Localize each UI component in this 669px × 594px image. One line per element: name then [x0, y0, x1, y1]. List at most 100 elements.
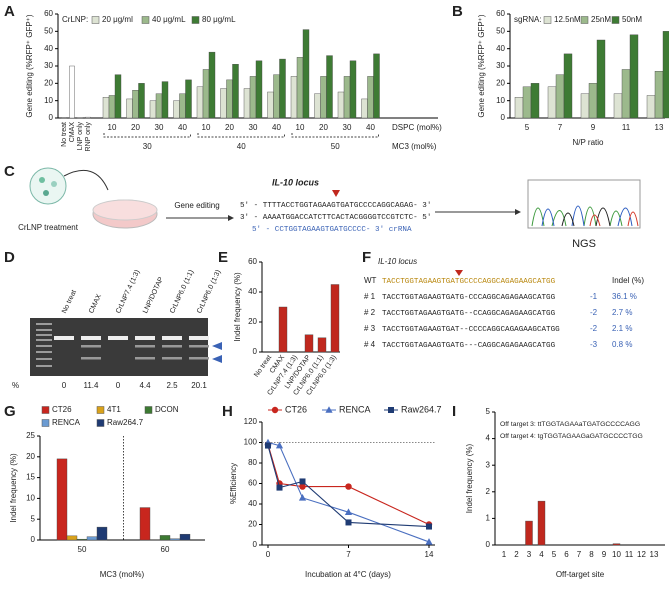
y-axis-label: Gene editing (%RFP⁺ GFP⁺)	[25, 14, 34, 117]
panel-label: C	[4, 163, 15, 180]
x-tick-label: 10	[612, 550, 621, 559]
bar	[522, 86, 532, 119]
bar	[612, 543, 621, 546]
x-tick-label: 11	[622, 123, 631, 132]
legend-label: 40 μg/mL	[152, 15, 186, 24]
sequence: TACCTGGTAGAAGTGATG--CCAGGCAGAGAAGCATGG	[382, 310, 556, 318]
bar	[290, 76, 298, 119]
indel-percent: 36.1 %	[612, 292, 637, 301]
table-title: IL-10 locus	[378, 257, 417, 266]
bar	[330, 284, 340, 353]
bar	[208, 51, 216, 119]
lane-label: CrLNP6.0 (1:3)	[196, 269, 222, 315]
x-tick-label: 20	[319, 123, 328, 132]
bar	[56, 458, 68, 541]
bar	[621, 69, 631, 119]
y-axis-label: Indel frequency (%)	[465, 443, 474, 513]
y-tick-label: 40	[44, 44, 53, 53]
y-tick-label: 80	[248, 458, 257, 467]
bar	[278, 306, 288, 353]
cut-band	[189, 357, 209, 360]
x-tick-label: 9	[602, 550, 607, 559]
legend-swatch	[141, 16, 150, 24]
x-tick-label: 9	[591, 123, 596, 132]
bar	[302, 29, 310, 119]
annotation: Off target 3: ttTGGTAGAAaTGATGCCCCAGG	[500, 421, 640, 428]
x-tick-label: No treat	[61, 122, 68, 147]
bar	[161, 81, 169, 119]
y-tick-label: 30	[44, 61, 53, 70]
bar	[85, 116, 91, 119]
y-tick-label: 0	[501, 113, 506, 122]
bar	[361, 98, 368, 119]
cut-band	[81, 357, 101, 360]
bar	[337, 91, 345, 119]
bar	[267, 91, 274, 119]
legend-label: CT26	[285, 404, 307, 414]
bar	[596, 39, 606, 119]
y-tick-label: 20	[496, 78, 505, 87]
legend-swatch	[96, 419, 105, 427]
sequence: TACCTGGTAGAAGTGATGCCCCAGGCAGAGAAGCATGG	[382, 278, 556, 286]
bar	[547, 86, 557, 119]
indel-size: -2	[590, 308, 598, 317]
legend-marker	[388, 407, 394, 413]
lnp-dot	[39, 177, 45, 183]
bar	[296, 57, 304, 119]
y-tick-label: 40	[248, 287, 257, 296]
band	[189, 336, 209, 340]
arrow	[63, 169, 109, 191]
x-tick-label: 20	[225, 123, 234, 132]
sequence: TACCTGGTAGAAGTGATG---CAGGCAGAGAAGCATGG	[382, 342, 556, 350]
peak	[589, 211, 639, 227]
peak	[531, 206, 623, 227]
band	[54, 336, 74, 340]
bar	[126, 98, 133, 119]
x-axis-label: N/P ratio	[573, 138, 605, 147]
crrna: 5' - CCTGGTAGAAGTGATGCCCC- 3' crRNA	[252, 226, 412, 234]
panel-label: H	[222, 403, 233, 420]
peak	[541, 205, 633, 227]
x-tick-label: 10	[202, 123, 211, 132]
legend-label: Raw264.7	[401, 404, 442, 414]
y-axis-label: Gene editing (%RFP⁺ GFP⁺)	[477, 14, 486, 117]
bar	[243, 88, 251, 119]
locus-title: IL-10 locus	[272, 177, 319, 187]
panel-label: E	[218, 249, 228, 266]
percent-label: 2.5	[166, 381, 178, 390]
y-tick-label: 4	[486, 434, 491, 443]
dish-top	[92, 199, 158, 221]
x-tick-label: 12	[637, 550, 646, 559]
legend-label: CT26	[52, 405, 72, 414]
marker	[265, 442, 271, 449]
legend-label: 4T1	[107, 405, 121, 414]
marker	[425, 538, 433, 545]
percent-label: 4.4	[139, 381, 151, 390]
x-tick-label: No treat	[253, 354, 273, 378]
sequence: 3' - AAAATGGACCATCTTCACTACGGGGTCCGTCTC- …	[240, 214, 431, 222]
row-label: # 1	[364, 292, 376, 301]
group-bracket	[197, 133, 285, 138]
table-header: Indel (%)	[612, 276, 644, 285]
marker	[299, 483, 306, 490]
legend-label: 25nM	[591, 15, 611, 24]
y-tick-label: 20	[248, 317, 257, 326]
cut-band	[162, 357, 182, 360]
row-label: # 3	[364, 324, 376, 333]
legend-label: RENCA	[52, 418, 81, 427]
group-label: 50	[331, 142, 340, 151]
peak	[561, 207, 611, 227]
x-tick-label: 6	[564, 550, 569, 559]
bar	[179, 533, 191, 541]
legend-label: 80 μg/mL	[202, 15, 236, 24]
x-tick-label: CMAX	[69, 122, 76, 143]
x-tick-label: 11	[625, 550, 634, 559]
bar	[102, 96, 110, 119]
ladder	[36, 323, 52, 367]
bar	[514, 96, 524, 119]
panel-label: I	[452, 403, 456, 420]
indel-size: -3	[590, 340, 598, 349]
y-tick-label: 50	[44, 26, 53, 35]
bar	[61, 117, 67, 119]
row-label: # 4	[364, 340, 376, 349]
